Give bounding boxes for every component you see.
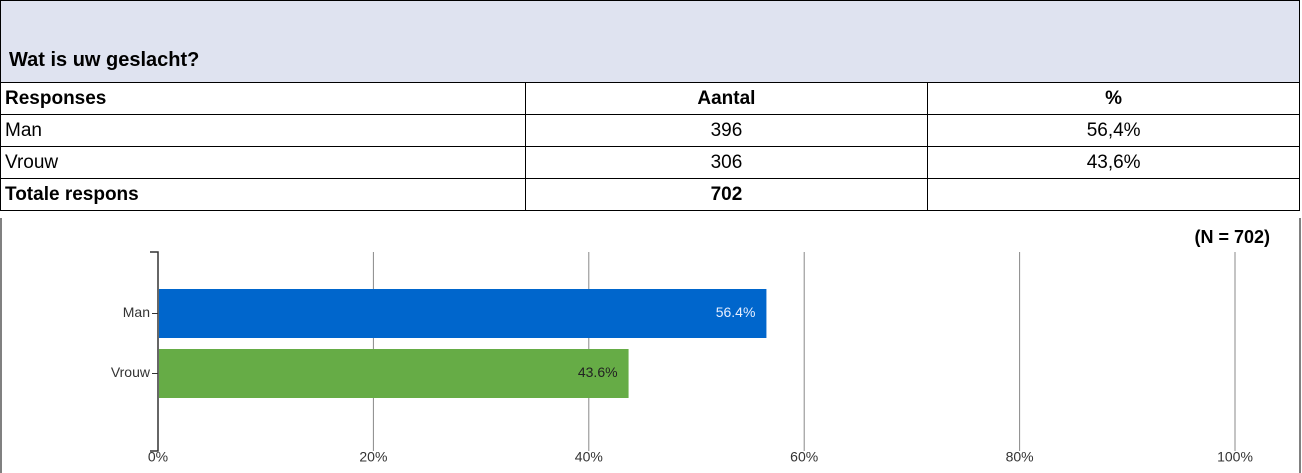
question-header: Wat is uw geslacht? — [0, 0, 1300, 82]
table-cell: 306 — [524, 146, 929, 179]
bar — [159, 349, 629, 398]
y-axis — [150, 251, 159, 452]
table-cell — [927, 178, 1300, 211]
bar-value-label: 56.4% — [716, 304, 756, 320]
bar-value-label: 43.6% — [578, 364, 618, 380]
table-cell: % — [927, 82, 1300, 115]
x-tick-label: 60% — [790, 449, 818, 465]
table-cell: 43,6% — [927, 146, 1300, 179]
y-tick-label: Man — [123, 304, 150, 320]
table-cell: 702 — [524, 178, 929, 211]
table-row: Totale respons 702 — [0, 178, 1300, 211]
bar — [159, 289, 767, 338]
header-row: Responses Aantal% — [0, 82, 1300, 115]
table-row: Man 396 56,4% — [0, 114, 1300, 147]
table-cell: Aantal — [524, 82, 929, 115]
x-tick-label: 80% — [1006, 449, 1034, 465]
table-cell: Vrouw — [0, 146, 526, 179]
table-row: Vrouw 306 43,6% — [0, 146, 1300, 179]
question-title: Wat is uw geslacht? — [9, 49, 200, 71]
table-cell: Man — [0, 114, 526, 147]
response-table: Responses Aantal% Man 396 56,4% Vrouw 306 43,6%… — [0, 82, 1300, 211]
table-cell: 56,4% — [927, 114, 1300, 147]
table-cell: Totale respons — [0, 178, 526, 211]
x-tick-label: 40% — [575, 449, 603, 465]
chart: (N = 702) 0% 20% 40% 60% 80% 100% 56.4% Man 43.6… — [0, 218, 1301, 473]
x-tick-label: 0% — [148, 449, 168, 465]
x-tick-label: 20% — [359, 449, 387, 465]
table-cell: Responses — [0, 82, 526, 115]
n-annotation: (N = 702) — [1194, 227, 1270, 247]
table-cell: 396 — [524, 114, 929, 147]
y-tick-label: Vrouw — [111, 364, 151, 380]
x-tick-label: 100% — [1217, 449, 1253, 465]
